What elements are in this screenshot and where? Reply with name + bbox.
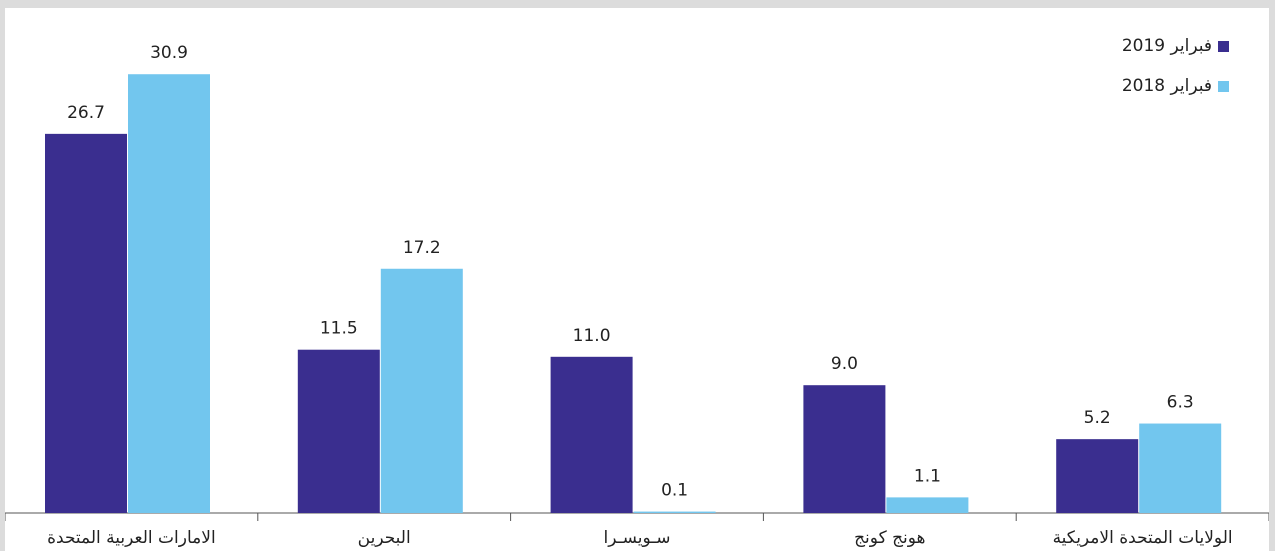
category-label-0: الامارات العربية المتحدة: [47, 528, 216, 548]
chart-frame: 26.7 30.9 الامارات العربية المتحدة 11.5 17.2…: [5, 8, 1269, 551]
bar-2018-2: [633, 511, 716, 513]
bar-2019-2: [550, 356, 633, 513]
bar-2018-4: [1139, 423, 1222, 513]
bar-2018-3: [886, 497, 969, 513]
legend-label-2018: فبراير 2018: [1121, 76, 1212, 96]
bar-2018-1: [380, 268, 463, 513]
category-label-2: سـويسـرا: [604, 528, 671, 548]
bar-2019-1: [297, 349, 380, 513]
bar-2019-3: [803, 385, 886, 513]
bar-chart: 26.7 30.9 الامارات العربية المتحدة 11.5 17.2…: [5, 43, 1269, 548]
category-label-3: هونج كونج: [854, 528, 925, 548]
bar-2019-0: [45, 133, 127, 514]
bar-2019-4: [1056, 439, 1139, 513]
data-label-2018-4: 6.3: [1167, 393, 1194, 413]
bar-2018-0: [128, 74, 210, 513]
legend-item-2018: فبراير 2018: [1122, 76, 1229, 96]
legend-swatch-2018: [1218, 80, 1229, 92]
data-label-2018-1: 17.2: [403, 238, 441, 258]
legend-item-2019: فبراير 2019: [1122, 36, 1229, 56]
legend-swatch-2019: [1218, 40, 1229, 52]
data-label-2018-0: 30.9: [150, 43, 188, 63]
data-label-2018-2: 0.1: [661, 481, 688, 501]
data-label-2019-1: 11.5: [320, 319, 358, 339]
data-label-2019-4: 5.2: [1084, 408, 1111, 428]
data-label-2018-3: 1.1: [914, 466, 941, 486]
data-label-2019-2: 11.0: [573, 326, 611, 346]
legend: فبراير 2019 فبراير 2018: [1122, 36, 1229, 96]
category-label-4: الولايات المتحدة الامريكية: [1053, 528, 1233, 548]
category-label-1: البحرين: [358, 528, 411, 548]
legend-label-2019: فبراير 2019: [1121, 36, 1212, 56]
data-label-2019-0: 26.7: [67, 103, 105, 123]
data-label-2019-3: 9.0: [831, 354, 858, 374]
